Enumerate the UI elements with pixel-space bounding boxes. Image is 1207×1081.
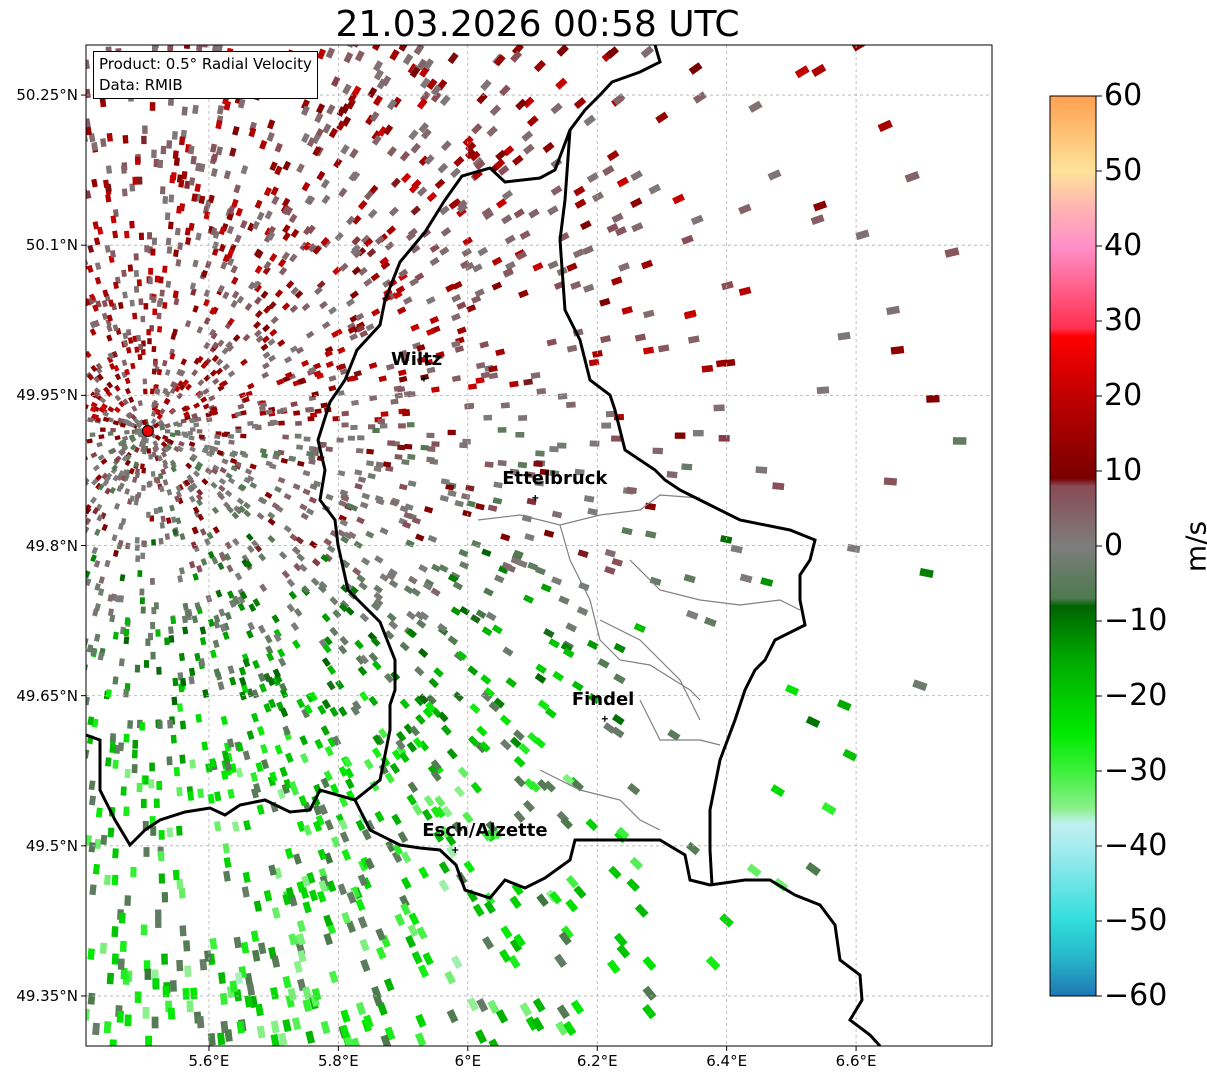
x-tick-marks [208,1046,857,1051]
colorbar-unit: m/s [1179,520,1207,573]
y-tick-label: 49.8°N [25,536,78,555]
y-tick-label: 49.35°N [16,986,78,1005]
canton-borders [477,494,801,831]
y-tick-label: 49.5°N [25,836,78,855]
city-markers [420,375,608,854]
x-tick-label: 6.4°E [706,1052,748,1070]
map-title: 21.03.2026 00:58 UTC [335,4,740,45]
colorbar-tick-label: 30 [1104,303,1143,338]
colorbar [1049,95,1097,997]
colorbar-tick-label: −30 [1104,753,1168,788]
x-tick-label: 6.2°E [576,1052,618,1070]
colorbar-tick-label: 0 [1104,528,1124,563]
city-marker [532,494,539,501]
city-label: Wiltz [390,348,443,370]
city-label: Ettelbruck [502,467,608,489]
colorbar-tick-label: 60 [1104,78,1143,113]
colorbar-tick-marks [1096,95,1102,997]
x-tick-label: 6°E [454,1052,482,1070]
colorbar-tick-label: −40 [1104,828,1168,863]
y-tick-label: 50.25°N [16,86,78,105]
national-border [86,45,882,1046]
data-source-label: Data: RMIB [99,76,183,94]
colorbar-tick-label: −60 [1104,978,1168,1013]
colorbar-tick-label: 50 [1104,153,1143,188]
x-tick-label: 6.6°E [835,1052,877,1070]
colorbar-tick-label: −20 [1104,678,1168,713]
x-tick-label: 5.8°E [317,1052,359,1070]
colorbar-tick-label: −50 [1104,903,1168,938]
radar-site-marker [141,424,154,437]
y-tick-label: 49.95°N [16,386,78,405]
colorbar-tick-label: 10 [1104,453,1143,488]
y-tick-label: 49.65°N [16,686,78,705]
city-marker [601,715,608,722]
x-tick-label: 5.6°E [188,1052,230,1070]
city-label: Findel [571,688,635,710]
city-label: Esch/Alzette [422,820,548,841]
product-label: Product: 0.5° Radial Velocity [99,55,312,73]
colorbar-tick-label: 20 [1104,378,1143,413]
radar-site-dot [141,424,154,437]
product-info-box: Product: 0.5° Radial Velocity Data: RMIB [93,51,318,99]
city-marker [452,847,459,854]
y-tick-label: 50.1°N [25,236,78,255]
velocity-echoes [86,45,967,1046]
colorbar-tick-label: 40 [1104,228,1143,263]
y-tick-marks [81,94,86,997]
colorbar-tick-label: −10 [1104,603,1168,638]
city-marker [420,375,427,382]
